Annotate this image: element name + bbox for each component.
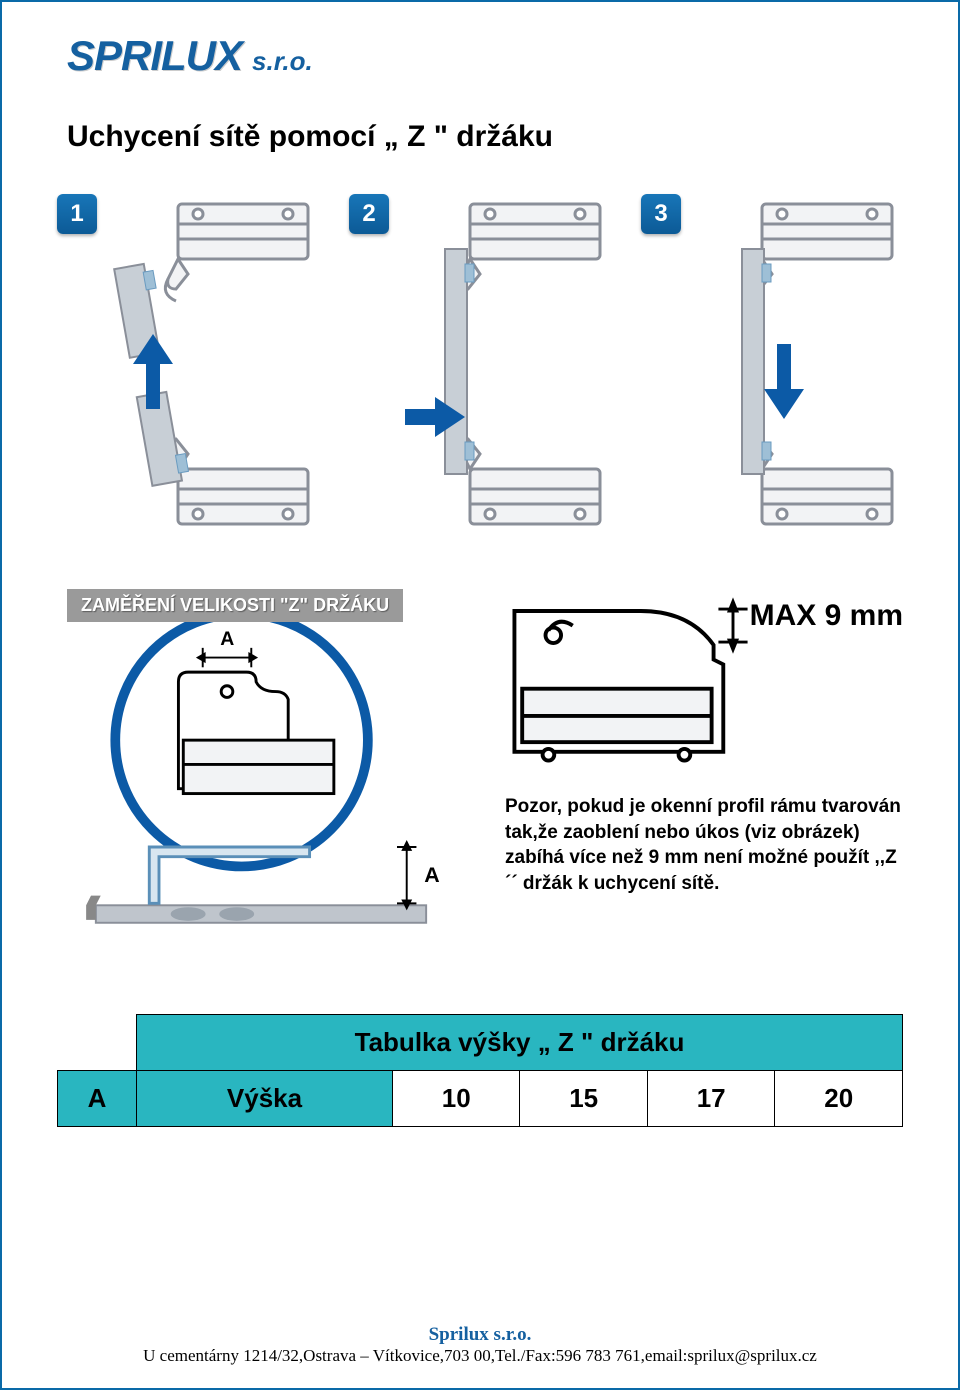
table-value: 20 (775, 1071, 903, 1127)
logo-sub-text: s.r.o. (252, 46, 313, 77)
steps-row: 1 (47, 194, 913, 539)
step-2-badge: 2 (349, 194, 389, 234)
table-blank-cell (58, 1015, 137, 1071)
table-header-a: A (58, 1071, 137, 1127)
step-1-badge: 1 (57, 194, 97, 234)
document-page: SPRILUX s.r.o. Uchycení sítě pomocí „ Z … (0, 0, 960, 1390)
table-value: 17 (647, 1071, 774, 1127)
step-3-badge: 3 (641, 194, 681, 234)
logo-main-text: SPRILUX (67, 32, 242, 80)
step-1: 1 (57, 194, 319, 539)
measurement-left: ZAMĚŘENÍ VELIKOSTI "Z" DRŽÁKU A (57, 589, 465, 974)
step-1-diagram (57, 194, 319, 534)
dim-a-side: A (424, 863, 439, 887)
measurement-banner: ZAMĚŘENÍ VELIKOSTI "Z" DRŽÁKU (67, 589, 403, 622)
step-3-diagram (641, 194, 903, 534)
page-footer: Sprilux s.r.o. U cementárny 1214/32,Ostr… (2, 1324, 958, 1366)
warning-paragraph: Pozor, pokud je okenní profil rámu tvaro… (495, 794, 903, 897)
max-9mm-label: MAX 9 mm (750, 599, 903, 633)
table-title: Tabulka výšky „ Z " držáku (137, 1015, 903, 1071)
height-table: Tabulka výšky „ Z " držáku A Výška 10 15… (57, 1014, 903, 1127)
table-header-label: Výška (137, 1071, 393, 1127)
step-3: 3 (641, 194, 903, 539)
step-2: 2 (349, 194, 611, 539)
dim-a-top: A (220, 628, 234, 650)
footer-address: U cementárny 1214/32,Ostrava – Vítkovice… (2, 1346, 958, 1366)
measurement-right: MAX 9 mm (495, 589, 903, 974)
company-logo: SPRILUX s.r.o. (67, 32, 913, 80)
measurement-diagram: A (57, 589, 465, 969)
table-value: 15 (520, 1071, 647, 1127)
measurement-section: ZAMĚŘENÍ VELIKOSTI "Z" DRŽÁKU A (47, 589, 913, 974)
table-value: 10 (392, 1071, 519, 1127)
page-title: Uchycení sítě pomocí „ Z " držáku (67, 120, 913, 154)
step-2-diagram (349, 194, 611, 534)
footer-company: Sprilux s.r.o. (2, 1324, 958, 1346)
